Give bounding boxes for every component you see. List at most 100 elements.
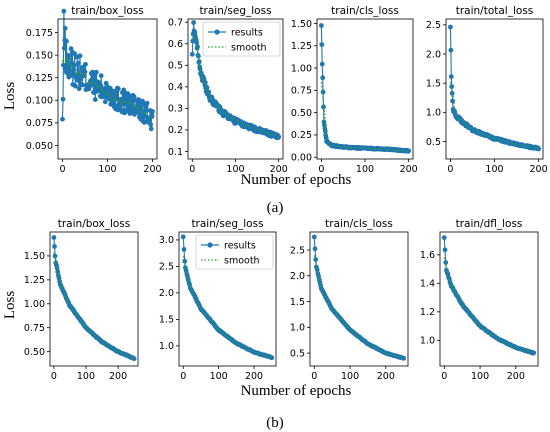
data-point: [319, 23, 324, 28]
data-point: [319, 42, 325, 47]
y-tick-label: 0.75: [291, 86, 312, 97]
data-point: [443, 260, 449, 265]
x-tick-label: 200: [400, 164, 418, 175]
data-point: [71, 62, 77, 68]
data-point: [63, 65, 69, 71]
panel-b-caption: (b): [266, 415, 284, 431]
x-tick-label: 0: [441, 371, 447, 382]
plot-frame: [309, 231, 409, 367]
data-point: [312, 246, 318, 252]
series-smooth-line: [313, 255, 404, 359]
x-tick-label: 200: [530, 164, 548, 175]
y-tick-label: 1.6: [420, 250, 435, 261]
y-tick-label: 1.5: [159, 315, 174, 326]
data-point: [60, 96, 66, 102]
data-point: [442, 247, 448, 253]
panel-a-ylabel: Loss: [2, 82, 18, 111]
data-point: [322, 122, 327, 128]
y-tick-label: 3.0: [159, 235, 174, 246]
data-point: [144, 100, 150, 106]
y-tick-label: 2.0: [159, 288, 174, 299]
data-point: [181, 247, 187, 252]
chart-panel-b-4: train/dfl_loss 0 100 200 1.0 1.2 1.4 1.6: [420, 218, 539, 382]
data-point: [61, 45, 67, 51]
data-point: [536, 146, 541, 152]
legend-smooth-label: smooth: [231, 43, 267, 54]
y-tick-label: 0.6: [168, 39, 183, 50]
data-point: [196, 59, 202, 64]
y-tick-label: 1.25: [291, 41, 312, 52]
data-point: [319, 61, 325, 67]
plot-frame: [178, 231, 277, 367]
data-point: [62, 25, 68, 31]
y-tick-label: 0.75: [24, 323, 45, 334]
legend: results smooth: [195, 234, 274, 270]
plot-frame: [316, 18, 414, 160]
data-point: [322, 129, 328, 134]
series-results-markers: [51, 235, 137, 362]
y-tick-label: 1.5: [290, 297, 305, 308]
series-smooth-line: [449, 81, 539, 149]
data-point: [148, 126, 154, 132]
y-tick-label: 1.5: [426, 78, 441, 89]
data-point: [98, 73, 104, 79]
data-point: [531, 350, 537, 356]
chart-panel-a-4: train/total_loss 0 100 200 0.5 1.0 1.5 2.0 2.5: [426, 5, 548, 175]
x-tick-label: 0: [311, 371, 317, 382]
panel-a-caption: (a): [267, 200, 284, 216]
legend-results-marker: [214, 29, 220, 35]
x-tick-label: 200: [109, 371, 127, 382]
y-tick-label: 1.00: [291, 63, 312, 74]
data-point: [191, 20, 197, 25]
y-tick-label: 0.00: [291, 153, 312, 164]
data-point: [149, 114, 155, 119]
data-point: [115, 86, 121, 92]
chart-panel-b-1: train/box_loss 0 100 200 0.50 0.75 1.00 1.25 1.5…: [24, 218, 139, 382]
data-point: [269, 355, 275, 361]
chart-title: train/seg_loss: [199, 5, 271, 17]
panel-a-xlabel: Number of epochs: [241, 172, 352, 188]
data-point: [138, 104, 144, 110]
legend-results-label: results: [231, 28, 263, 39]
data-point: [75, 60, 81, 66]
data-point: [92, 97, 98, 102]
data-point: [55, 269, 61, 275]
y-tick-label: 1.0: [290, 323, 305, 334]
data-point: [448, 74, 454, 79]
data-point: [117, 105, 123, 111]
y-tick-label: 2.0: [290, 271, 305, 282]
data-point: [182, 258, 188, 264]
y-tick-label: 1.2: [420, 307, 435, 318]
data-point: [67, 67, 73, 73]
y-tick-label: 0.5: [426, 137, 441, 148]
series-smooth-line: [182, 255, 272, 358]
data-point: [102, 99, 108, 105]
y-tick-label: 0.50: [24, 347, 45, 358]
x-tick-label: 0: [189, 164, 195, 175]
y-tick-label: 0.075: [26, 118, 53, 129]
y-tick-label: 2.0: [426, 49, 441, 60]
data-point: [148, 122, 154, 127]
chart-title: train/cls_loss: [325, 218, 393, 230]
y-tick-label: 0.7: [168, 18, 183, 29]
legend-results-marker: [207, 242, 213, 248]
x-tick-label: 200: [270, 164, 288, 175]
y-tick-label: 0.50: [291, 108, 312, 119]
series-results-markers: [319, 23, 411, 154]
y-tick-label: 1.50: [291, 19, 312, 30]
data-point: [64, 38, 69, 44]
data-point: [180, 234, 186, 240]
data-point: [143, 104, 149, 110]
series-smooth-line: [53, 252, 135, 359]
data-point: [321, 104, 326, 110]
legend-results-label: results: [224, 241, 256, 252]
y-tick-label: 2.5: [159, 262, 174, 273]
data-point: [129, 98, 134, 104]
series-results-line: [449, 26, 540, 150]
y-tick-label: 0.25: [291, 130, 312, 141]
y-tick-label: 0.125: [26, 73, 53, 84]
data-point: [52, 244, 57, 249]
x-tick-label: 200: [507, 371, 525, 382]
plot-frame: [49, 231, 139, 367]
